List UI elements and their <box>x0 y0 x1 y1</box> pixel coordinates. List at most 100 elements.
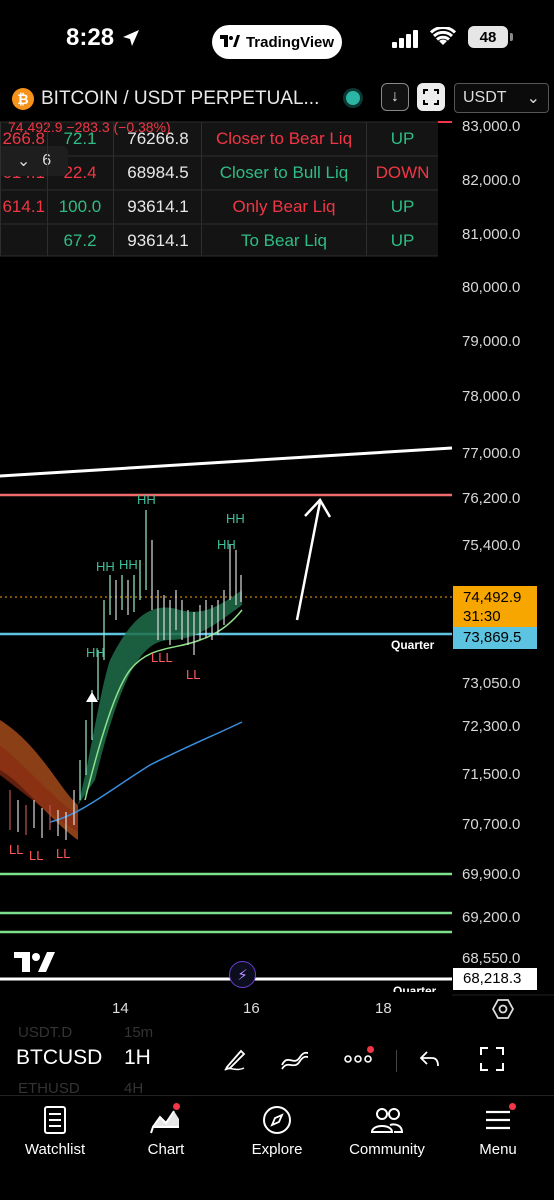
currency-value: USDT <box>463 89 507 106</box>
chevron-down-icon: ⌄ <box>526 90 540 107</box>
price-scale-label: 69,900.0 <box>462 866 521 883</box>
cell-reason: Closer to Bear Liq <box>215 129 353 148</box>
undo-icon[interactable] <box>413 1042 447 1076</box>
fullscreen-icon[interactable] <box>417 83 445 111</box>
cell-price: 266.8 <box>2 129 45 148</box>
watchlist-icon <box>0 1102 110 1138</box>
hh-marker: HH <box>137 492 156 507</box>
price-scale-label: 81,000.0 <box>462 226 521 243</box>
interval-button[interactable]: 1H <box>124 1046 151 1069</box>
ghost-interval: 15m <box>124 1024 154 1041</box>
hh-marker: HH <box>226 511 245 526</box>
cell-reason: Closer to Bull Liq <box>219 163 349 182</box>
quarter-line-label: Quarter <box>391 638 435 652</box>
indicators-count: 6 <box>42 152 51 170</box>
indicators-collapse-button[interactable]: ⌄ 6 <box>0 146 68 176</box>
ghost-symbol: USDT.D <box>18 1024 73 1041</box>
price-scale-label: 80,000.0 <box>462 279 521 296</box>
ll-marker: LL <box>9 842 24 857</box>
price-scale-label: 75,400.0 <box>462 537 521 554</box>
table-column-divider <box>201 122 202 256</box>
cell-bias: UP <box>390 129 415 148</box>
symbol-header[interactable]: ₿ BITCOIN / USDT PERPETUAL... <box>0 84 380 114</box>
nav-chart[interactable]: Chart <box>111 1102 221 1158</box>
cellular-signal-icon <box>392 30 418 48</box>
bottom-navigation <box>0 1095 554 1200</box>
ll-marker: LL <box>29 848 44 863</box>
cell-target: 68984.5 <box>127 163 189 182</box>
chart-tab-icon <box>111 1102 221 1138</box>
clock: 8:28 <box>66 24 115 51</box>
price-chart[interactable] <box>0 80 554 1000</box>
cell-bias: UP <box>390 197 415 216</box>
symbol-title[interactable]: BITCOIN / USDT PERPETUAL... <box>41 88 320 109</box>
market-open-indicator <box>346 91 360 105</box>
price-scale-label: 72,300.0 <box>462 718 521 735</box>
table-row: 266.8 72.1 76266.8 Closer to Bear Liq UP <box>0 122 438 156</box>
nav-label: Chart <box>147 1141 185 1158</box>
app-pill-label: TradingView <box>245 33 335 51</box>
notification-dot <box>509 1103 516 1110</box>
cell-price <box>0 224 45 258</box>
hh-marker: HH <box>119 557 138 572</box>
price-scale-label: 83,000.0 <box>462 118 521 135</box>
table-row: 67.2 93614.1 To Bear Liq UP <box>0 224 438 258</box>
hh-marker: HH <box>86 645 105 660</box>
nav-watchlist[interactable]: Watchlist <box>0 1102 110 1158</box>
ghost-symbol: ETHUSD <box>18 1080 80 1097</box>
wifi-icon <box>430 27 456 45</box>
low-price-label: 68,218.3 <box>453 968 537 990</box>
notification-dot <box>173 1103 180 1110</box>
table-column-divider <box>113 122 114 256</box>
time-tick: 14 <box>112 1000 129 1017</box>
nav-explore[interactable]: Explore <box>222 1102 332 1158</box>
cell-score: 67.2 <box>63 231 97 250</box>
status-bar: 8:28 TradingView 48 <box>0 0 554 80</box>
fullscreen-toggle-icon[interactable] <box>475 1042 509 1076</box>
notification-dot <box>367 1046 374 1053</box>
quarter-line-label-2: Quarter <box>393 984 437 992</box>
tradingview-app-pill[interactable]: TradingView <box>212 25 342 59</box>
cell-target: 76266.8 <box>127 129 189 148</box>
nav-community[interactable]: Community <box>332 1102 442 1158</box>
cell-target: 93614.1 <box>127 231 189 250</box>
last-price-change: 74,492.9 −283.3 (−0.38%) <box>8 119 171 135</box>
price-scale-label: 69,200.0 <box>462 909 521 926</box>
arrow-down-icon[interactable]: ↓ <box>381 83 409 111</box>
quarter-price-label: 73,869.5 <box>453 627 537 649</box>
time-tick: 18 <box>375 1000 392 1017</box>
hh-marker: HH <box>217 537 236 552</box>
bitcoin-icon: ₿ <box>12 88 34 110</box>
price-scale-label: 82,000.0 <box>462 172 521 189</box>
currency-select[interactable]: USDT ⌄ <box>454 83 549 113</box>
price-scale-label: 76,200.0 <box>462 490 521 507</box>
price-scale-label: 71,500.0 <box>462 766 521 783</box>
drawing-tools-icon[interactable] <box>218 1042 252 1076</box>
menu-icon <box>443 1102 553 1138</box>
time-tick: 16 <box>243 1000 260 1017</box>
nav-label: Watchlist <box>24 1141 86 1158</box>
ghost-interval: 4H <box>124 1080 144 1097</box>
price-scale-label: 77,000.0 <box>462 445 521 462</box>
price-scale-label: 68,550.0 <box>462 950 521 967</box>
nav-menu[interactable]: Menu <box>443 1102 553 1158</box>
symbol-search-button[interactable]: BTCUSD <box>16 1046 103 1069</box>
price-change-pct: (−0.38%) <box>113 119 171 135</box>
price-scale-label: 73,050.0 <box>462 675 521 692</box>
chart-settings-icon[interactable] <box>492 998 514 1020</box>
indicators-icon[interactable] <box>278 1042 312 1076</box>
ll-marker: LL <box>56 846 71 861</box>
battery-indicator: 48 <box>468 26 513 48</box>
table-row: 614.1 100.0 93614.1 Only Bear Liq UP <box>0 190 438 224</box>
nav-label: Explore <box>251 1141 303 1158</box>
current-price-label: 74,492.9 31:30 <box>453 586 537 628</box>
compass-icon <box>222 1102 332 1138</box>
lightning-icon[interactable]: ⚡ <box>229 961 256 988</box>
cell-target: 93614.1 <box>127 197 189 216</box>
current-price-value: 74,492.9 <box>463 589 522 606</box>
price-scale-label: 79,000.0 <box>462 333 521 350</box>
more-options-icon[interactable] <box>341 1042 375 1076</box>
price-change: −283.3 <box>66 119 110 135</box>
nav-label: Community <box>349 1141 425 1158</box>
cell-reason: Only Bear Liq <box>232 197 336 216</box>
